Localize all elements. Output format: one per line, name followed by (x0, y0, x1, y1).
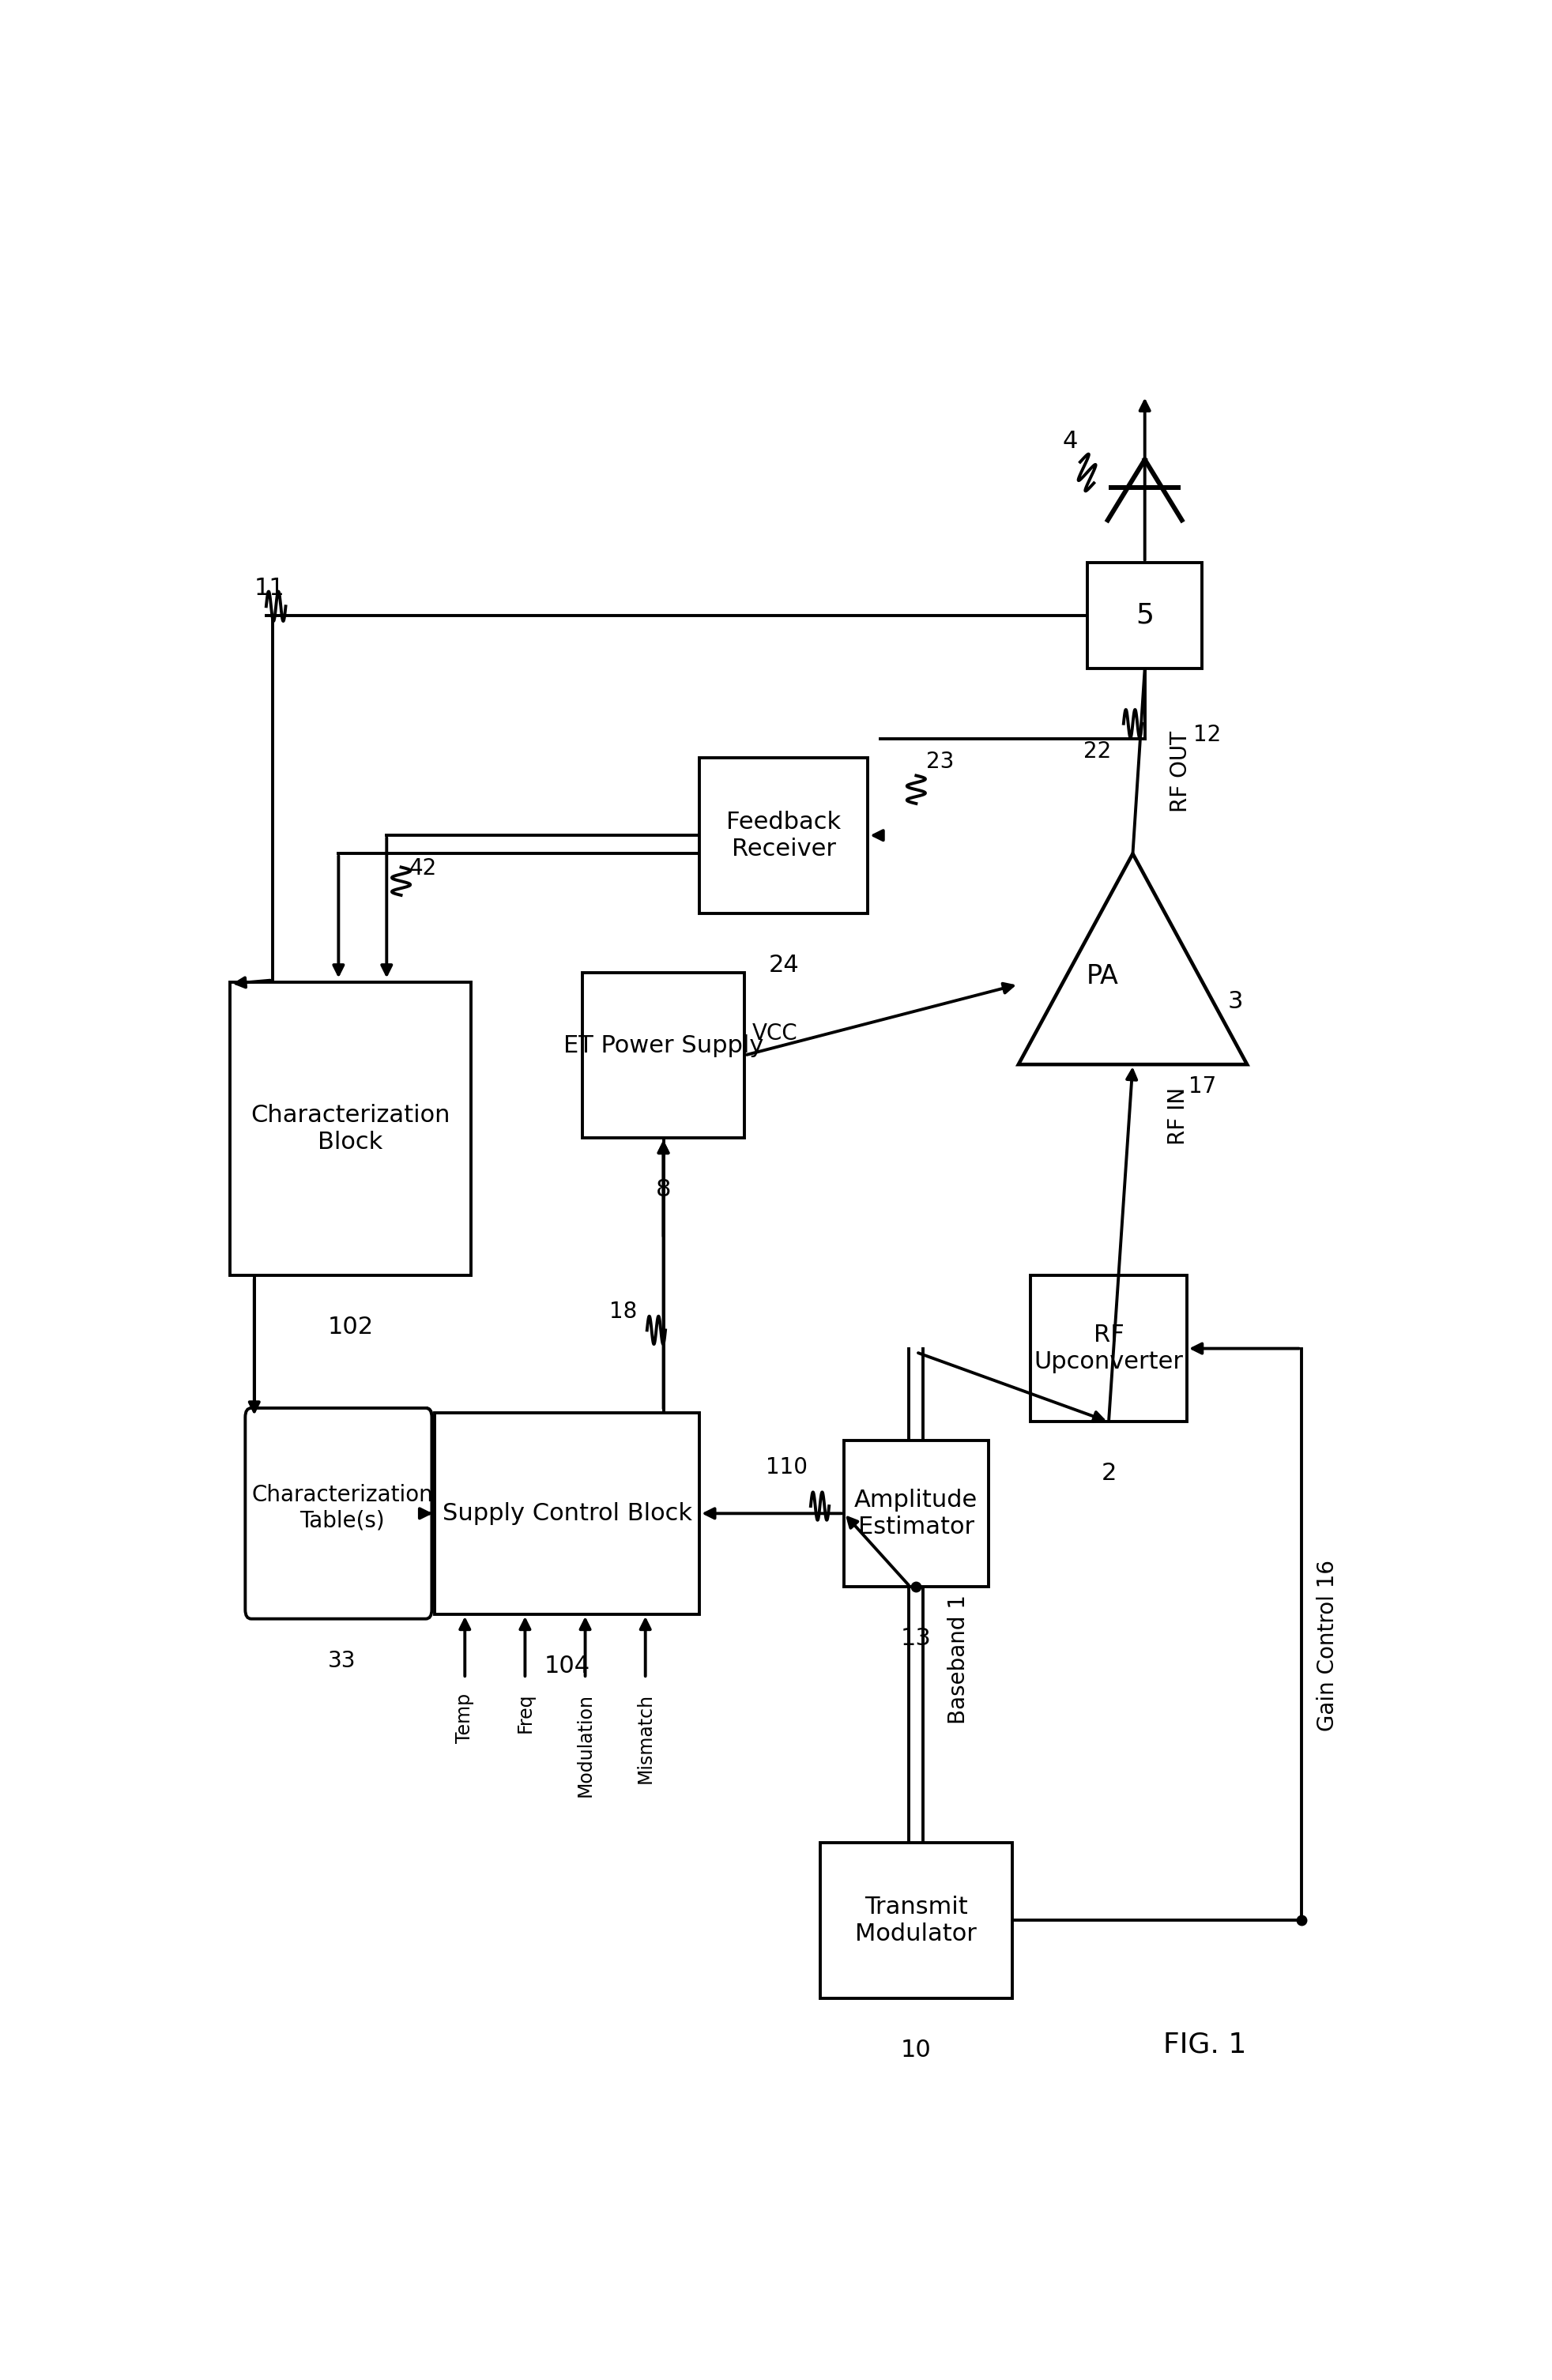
Text: Amplitude
Estimator: Amplitude Estimator (854, 1490, 978, 1537)
Text: PA: PA (1086, 964, 1119, 990)
Text: Temp: Temp (455, 1692, 473, 1742)
Text: ET Power Supply: ET Power Supply (563, 1035, 764, 1057)
Text: 110: 110 (765, 1457, 807, 1478)
Text: 2: 2 (1100, 1461, 1116, 1485)
Text: 4: 4 (1062, 431, 1077, 452)
Text: Mismatch: Mismatch (636, 1692, 655, 1783)
FancyBboxPatch shape (245, 1409, 431, 1618)
Text: RF IN: RF IN (1167, 1088, 1189, 1145)
Text: 23: 23 (925, 752, 954, 774)
Text: 12: 12 (1193, 724, 1221, 745)
Text: 5: 5 (1135, 602, 1153, 628)
Text: 8: 8 (655, 1178, 670, 1202)
Text: 18: 18 (608, 1302, 636, 1323)
Text: 10: 10 (900, 2040, 931, 2061)
Text: Characterization
Table(s): Characterization Table(s) (251, 1485, 433, 1533)
Text: 22: 22 (1083, 740, 1111, 762)
Bar (1031, 1276, 1186, 1421)
Text: Feedback
Receiver: Feedback Receiver (726, 812, 841, 859)
Text: Modulation: Modulation (576, 1692, 594, 1797)
Text: 11: 11 (255, 576, 284, 600)
Bar (819, 1842, 1012, 1999)
Text: 13: 13 (900, 1628, 931, 1649)
FancyBboxPatch shape (258, 1409, 431, 1609)
Bar (1086, 562, 1201, 669)
Text: RF
Upconverter: RF Upconverter (1034, 1323, 1183, 1373)
Text: Gain Control 16: Gain Control 16 (1316, 1559, 1338, 1730)
Text: 33: 33 (327, 1649, 355, 1673)
Bar (844, 1440, 989, 1587)
Text: FIG. 1: FIG. 1 (1162, 2033, 1246, 2059)
Text: Supply Control Block: Supply Control Block (442, 1502, 692, 1526)
Text: Characterization
Block: Characterization Block (251, 1104, 450, 1154)
Text: 3: 3 (1226, 990, 1242, 1011)
Text: Freq: Freq (515, 1692, 534, 1733)
Text: 24: 24 (768, 954, 799, 976)
Text: Baseband 1: Baseband 1 (947, 1595, 968, 1723)
Text: RF OUT: RF OUT (1169, 731, 1192, 812)
Bar (582, 973, 745, 1138)
Text: 42: 42 (408, 857, 436, 881)
Text: 17: 17 (1187, 1076, 1215, 1097)
Bar (230, 983, 470, 1276)
Text: 104: 104 (543, 1654, 590, 1678)
Text: 102: 102 (327, 1316, 374, 1338)
Text: VCC: VCC (751, 1023, 798, 1045)
Bar (435, 1414, 698, 1614)
Text: Transmit
Modulator: Transmit Modulator (855, 1894, 976, 1944)
Bar (698, 757, 868, 914)
FancyBboxPatch shape (251, 1409, 431, 1614)
